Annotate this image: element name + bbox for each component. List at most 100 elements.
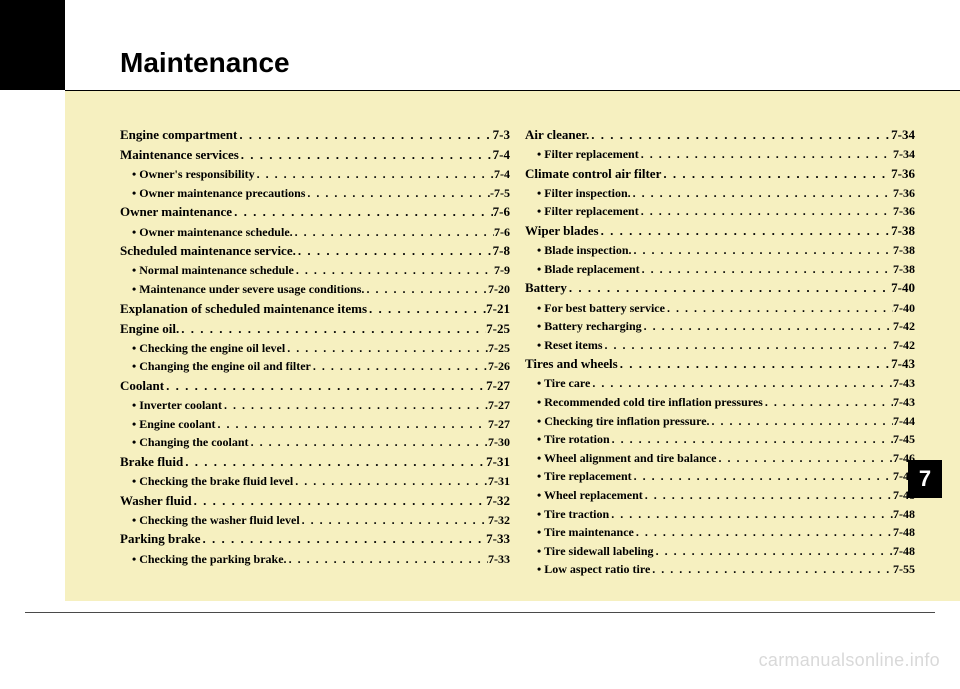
header-black-bar (0, 0, 65, 90)
toc-line: Brake fluid . . . . . . . . . . . . . . … (120, 452, 510, 472)
toc-sub-label: • Tire sidewall labeling (537, 542, 654, 561)
toc-line: • Normal maintenance schedule . . . . . … (120, 261, 510, 280)
chapter-tab: 7 (908, 460, 942, 498)
toc-line: • Checking the parking brake. . . . . . … (120, 550, 510, 569)
toc-leader-dots: . . . . . . . . . . . . . . . . . . . . … (305, 184, 490, 203)
toc-leader-dots: . . . . . . . . . . . . . . . . . . . . … (293, 472, 488, 491)
toc-leader-dots: . . . . . . . . . . . . . . . . . . . . … (599, 221, 892, 241)
toc-page-number: 7-48 (893, 523, 915, 542)
toc-page-number: 7-25 (486, 319, 510, 339)
toc-line: Climate control air filter . . . . . . .… (525, 164, 915, 184)
toc-page-number: 7-45 (893, 430, 915, 449)
toc-line: Wiper blades . . . . . . . . . . . . . .… (525, 221, 915, 241)
toc-sub-label: • Owner maintenance schedule. (132, 223, 293, 242)
toc-page-number: 7-40 (893, 299, 915, 318)
toc-page-number: 7-43 (893, 374, 915, 393)
toc-line: • Wheel alignment and tire balance . . .… (525, 449, 915, 468)
toc-page-number: 7-33 (486, 529, 510, 549)
toc-leader-dots: . . . . . . . . . . . . . . . . . . . . … (609, 505, 893, 524)
toc-sub-label: • Tire maintenance (537, 523, 634, 542)
toc-sub-label: • Battery recharging (537, 317, 642, 336)
toc-line: • Engine coolant . . . . . . . . . . . .… (120, 415, 510, 434)
toc-line: • Filter replacement . . . . . . . . . .… (525, 202, 915, 221)
toc-page-number: 7-33 (488, 550, 510, 569)
toc-leader-dots: . . . . . . . . . . . . . . . . . . . . … (634, 523, 893, 542)
toc-page-number: 7-38 (893, 260, 915, 279)
toc-leader-dots: . . . . . . . . . . . . . . . . . . . . … (640, 260, 893, 279)
toc-line: Battery . . . . . . . . . . . . . . . . … (525, 278, 915, 298)
toc-section-label: Coolant (120, 376, 164, 396)
toc-sub-label: • Tire traction (537, 505, 609, 524)
toc-sub-label: • Maintenance under severe usage conditi… (132, 280, 364, 299)
toc-leader-dots: . . . . . . . . . . . . . . . . . . . . … (631, 184, 893, 203)
toc-page-number: 7-36 (891, 164, 915, 184)
toc-leader-dots: . . . . . . . . . . . . . . . . . . . . … (643, 486, 893, 505)
toc-sub-label: • Filter inspection. (537, 184, 631, 203)
toc-line: Tires and wheels . . . . . . . . . . . .… (525, 354, 915, 374)
toc-line: • Reset items . . . . . . . . . . . . . … (525, 336, 915, 355)
toc-line: Engine compartment . . . . . . . . . . .… (120, 125, 510, 145)
toc-sub-label: • Low aspect ratio tire (537, 560, 650, 579)
toc-sub-label: • Filter replacement (537, 202, 639, 221)
toc-line: • Maintenance under severe usage conditi… (120, 280, 510, 299)
toc-page-number: 7-3 (493, 125, 510, 145)
toc-sub-label: • Checking the brake fluid level (132, 472, 293, 491)
toc-section-label: Battery (525, 278, 567, 298)
toc-line: • Checking the engine oil level . . . . … (120, 339, 510, 358)
toc-sub-label: • Inverter coolant (132, 396, 222, 415)
toc-line: • Owner maintenance schedule. . . . . . … (120, 223, 510, 242)
toc-sub-label: • Blade replacement (537, 260, 640, 279)
toc-leader-dots: . . . . . . . . . . . . . . . . . . . . … (201, 529, 487, 549)
chapter-title: Maintenance (120, 47, 290, 79)
toc-line: • Tire rotation . . . . . . . . . . . . … (525, 430, 915, 449)
toc-sub-label: • Checking the washer fluid level (132, 511, 300, 530)
toc-section-label: Washer fluid (120, 491, 192, 511)
toc-leader-dots: . . . . . . . . . . . . . . . . . . . . … (287, 550, 488, 569)
toc-line: • Blade inspection. . . . . . . . . . . … (525, 241, 915, 260)
toc-leader-dots: . . . . . . . . . . . . . . . . . . . . … (589, 125, 891, 145)
toc-page-number: 7-4 (494, 165, 510, 184)
toc-line: • Changing the engine oil and filter . .… (120, 357, 510, 376)
toc-page-number: 7-48 (893, 542, 915, 561)
toc-leader-dots: . . . . . . . . . . . . . . . . . . . . … (164, 376, 486, 396)
toc-line: • Tire care . . . . . . . . . . . . . . … (525, 374, 915, 393)
toc-sub-label: • Tire replacement (537, 467, 632, 486)
toc-sub-label: • Blade inspection. (537, 241, 632, 260)
toc-section-label: Scheduled maintenance service. (120, 241, 296, 261)
toc-line: • Owner maintenance precautions . . . . … (120, 184, 510, 203)
toc-line: • Tire replacement . . . . . . . . . . .… (525, 467, 915, 486)
toc-sub-label: • Checking the parking brake. (132, 550, 287, 569)
toc-section-label: Parking brake (120, 529, 201, 549)
watermark: carmanualsonline.info (759, 650, 940, 671)
toc-page-number: 7-43 (891, 354, 915, 374)
toc-line: Air cleaner. . . . . . . . . . . . . . .… (525, 125, 915, 145)
toc-leader-dots: . . . . . . . . . . . . . . . . . . . . … (665, 299, 893, 318)
toc-page-number: 7-38 (893, 241, 915, 260)
toc-page-number: 7-31 (486, 452, 510, 472)
toc-page-number: 7-21 (486, 299, 510, 319)
toc-leader-dots: . . . . . . . . . . . . . . . . . . . . … (639, 202, 893, 221)
toc-sub-label: • Reset items (537, 336, 603, 355)
toc-page-number: 7-48 (893, 505, 915, 524)
toc-leader-dots: . . . . . . . . . . . . . . . . . . . . … (618, 354, 891, 374)
toc-leader-dots: . . . . . . . . . . . . . . . . . . . . … (364, 280, 488, 299)
toc-line: • Owner's responsibility . . . . . . . .… (120, 165, 510, 184)
toc-section-label: Engine oil. (120, 319, 179, 339)
toc-line: • Tire sidewall labeling . . . . . . . .… (525, 542, 915, 561)
toc-line: • Wheel replacement . . . . . . . . . . … (525, 486, 915, 505)
toc-sub-label: • Recommended cold tire inflation pressu… (537, 393, 763, 412)
toc-sub-label: • Owner's responsibility (132, 165, 255, 184)
toc-section-label: Maintenance services (120, 145, 239, 165)
toc-sub-label: • Tire care (537, 374, 590, 393)
toc-leader-dots: . . . . . . . . . . . . . . . . . . . . … (183, 452, 486, 472)
toc-column-right: Air cleaner. . . . . . . . . . . . . . .… (525, 125, 915, 579)
toc-line: • Filter inspection. . . . . . . . . . .… (525, 184, 915, 203)
toc-sub-label: • Changing the engine oil and filter (132, 357, 311, 376)
toc-page-number: 7-34 (891, 125, 915, 145)
toc-leader-dots: . . . . . . . . . . . . . . . . . . . . … (716, 449, 893, 468)
toc-page-number: 7-25 (488, 339, 510, 358)
toc-leader-dots: . . . . . . . . . . . . . . . . . . . . … (249, 433, 488, 452)
toc-leader-dots: . . . . . . . . . . . . . . . . . . . . … (603, 336, 893, 355)
toc-leader-dots: . . . . . . . . . . . . . . . . . . . . … (294, 261, 494, 280)
toc-page-number: 7-27 (486, 376, 510, 396)
